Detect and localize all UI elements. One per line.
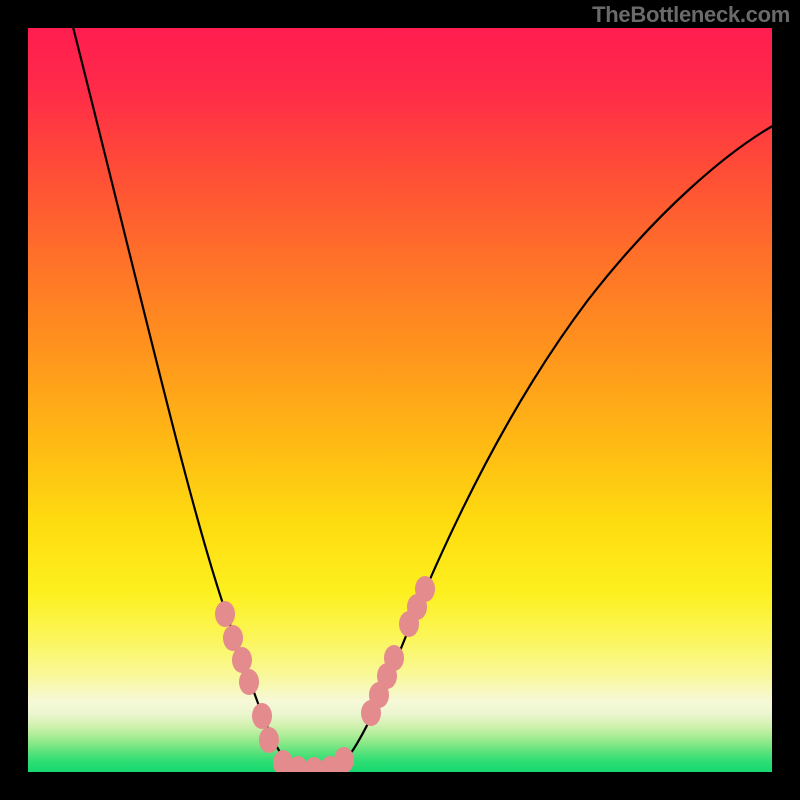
curve-marker: [384, 645, 404, 671]
watermark-text: TheBottleneck.com: [592, 2, 790, 28]
curve-marker: [252, 703, 272, 729]
curve-marker: [415, 576, 435, 602]
chart-frame: TheBottleneck.com: [0, 0, 800, 800]
curve-marker: [259, 727, 279, 753]
curve-marker: [239, 669, 259, 695]
curve-marker: [223, 625, 243, 651]
chart-svg: [28, 28, 772, 772]
curve-marker: [334, 747, 354, 772]
curve-marker: [215, 601, 235, 627]
chart-area: [28, 28, 772, 772]
